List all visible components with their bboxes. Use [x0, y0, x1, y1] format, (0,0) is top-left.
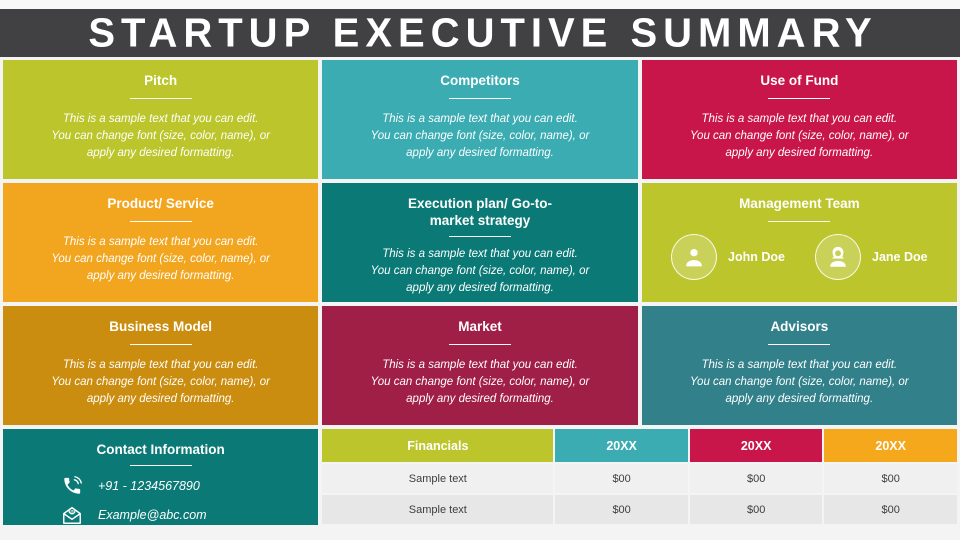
- page-title: STARTUP EXECUTIVE SUMMARY: [88, 10, 878, 55]
- card-body: This is a sample text that you can edit.…: [642, 111, 957, 163]
- body-line: This is a sample text that you can edit.: [701, 112, 898, 125]
- card-title: Advisors: [770, 319, 829, 334]
- body-line: You can change font (size, color, name),…: [690, 376, 909, 389]
- table-cell: $00: [824, 464, 957, 493]
- body-line: This is a sample text that you can edit.: [62, 358, 259, 371]
- card-advisors: Advisors This is a sample text that you …: [641, 306, 957, 425]
- team-members: John Doe Jane Doe: [642, 233, 957, 280]
- top-margin-strip: [0, 0, 960, 9]
- card-management-team: Management Team John Doe: [641, 183, 957, 302]
- body-line: apply any desired formatting.: [86, 147, 235, 160]
- body-line: This is a sample text that you can edit.: [382, 358, 578, 371]
- title-underline: [129, 97, 192, 99]
- title-underline: [448, 235, 511, 237]
- female-user-icon: [830, 246, 846, 267]
- table-cell: $00: [824, 495, 957, 524]
- email-icon: @: [63, 506, 81, 524]
- financials-header-cell: Financials: [322, 429, 554, 462]
- title-underline: [448, 97, 511, 99]
- phone-icon: [64, 475, 82, 494]
- email-address: Example@abc.com: [98, 507, 207, 522]
- title-underline: [129, 220, 192, 222]
- body-line: apply any desired formatting.: [725, 393, 874, 406]
- body-line: This is a sample text that you can edit.: [701, 358, 898, 371]
- table-cell: Sample text: [322, 464, 554, 493]
- card-product-service: Product/ Service This is a sample text t…: [3, 183, 319, 302]
- card-title: Use of Fund: [760, 73, 839, 88]
- card-title: Business Model: [109, 319, 213, 334]
- card-body: This is a sample text that you can edit.…: [642, 357, 957, 409]
- body-line: You can change font (size, color, name),…: [51, 253, 270, 266]
- body-line: This is a sample text that you can edit.: [62, 235, 259, 248]
- card-competitors: Competitors This is a sample text that y…: [322, 60, 638, 179]
- financials-table: Financials 20XX 20XX 20XX Sample text $0…: [322, 429, 957, 525]
- male-user-icon: [686, 248, 702, 267]
- title-underline: [129, 464, 192, 466]
- card-body: This is a sample text that you can edit.…: [3, 111, 318, 163]
- body-line: You can change font (size, color, name),…: [51, 376, 270, 389]
- table-cell: $00: [555, 464, 688, 493]
- contact-email-row: @ Example@abc.com: [61, 504, 318, 525]
- body-line: You can change font (size, color, name),…: [370, 265, 590, 277]
- avatar: [671, 233, 718, 280]
- card-body: This is a sample text that you can edit.…: [322, 246, 637, 298]
- card-body: This is a sample text that you can edit.…: [322, 111, 637, 163]
- card-title: Competitors: [440, 73, 520, 88]
- member-name: John Doe: [728, 249, 785, 264]
- body-line: This is a sample text that you can edit.: [382, 112, 578, 125]
- table-cell: $00: [555, 495, 688, 524]
- body-line: You can change font (size, color, name),…: [370, 376, 590, 389]
- card-title: Management Team: [739, 196, 860, 211]
- body-line: You can change font (size, color, name),…: [370, 130, 590, 143]
- body-line: apply any desired formatting.: [406, 282, 554, 295]
- card-use-of-fund: Use of Fund This is a sample text that y…: [641, 60, 957, 179]
- title-underline: [129, 343, 192, 345]
- title-underline: [768, 220, 831, 222]
- table-cell: $00: [689, 495, 823, 524]
- body-line: apply any desired formatting.: [406, 393, 554, 406]
- team-member: John Doe: [671, 233, 785, 280]
- phone-number: +91 - 1234567890: [98, 478, 200, 493]
- card-title: Contact Information: [96, 442, 225, 457]
- body-line: You can change font (size, color, name),…: [51, 130, 270, 143]
- card-body: This is a sample text that you can edit.…: [3, 234, 318, 286]
- card-business-model: Business Model This is a sample text tha…: [3, 306, 319, 425]
- title-underline: [448, 343, 511, 345]
- title-underline: [768, 97, 831, 99]
- body-line: apply any desired formatting.: [725, 147, 874, 160]
- card-title: Execution plan/ Go-to-market strategy: [407, 196, 552, 228]
- card-body: This is a sample text that you can edit.…: [3, 357, 318, 409]
- body-line: You can change font (size, color, name),…: [690, 130, 909, 143]
- member-name: Jane Doe: [872, 249, 928, 264]
- title-underline: [768, 343, 831, 345]
- body-line: This is a sample text that you can edit.: [382, 247, 578, 260]
- card-body: This is a sample text that you can edit.…: [322, 357, 637, 409]
- card-pitch: Pitch This is a sample text that you can…: [3, 60, 319, 179]
- svg-text:@: @: [70, 509, 75, 515]
- table-cell: $00: [689, 464, 823, 493]
- body-line: apply any desired formatting.: [86, 393, 235, 406]
- contact-phone-row: +91 - 1234567890: [61, 475, 318, 497]
- body-line: apply any desired formatting.: [406, 147, 554, 160]
- card-title: Product/ Service: [107, 196, 214, 211]
- summary-grid: Pitch This is a sample text that you can…: [3, 60, 957, 525]
- team-member: Jane Doe: [815, 233, 928, 280]
- title-bar: STARTUP EXECUTIVE SUMMARY: [0, 9, 960, 57]
- card-contact-information: Contact Information +91 - 1234567890 @ E…: [3, 429, 319, 525]
- financials-header-cell: 20XX: [555, 429, 688, 462]
- financials-header-cell: 20XX: [824, 429, 957, 462]
- card-execution-plan: Execution plan/ Go-to-market strategy Th…: [322, 183, 638, 302]
- body-line: This is a sample text that you can edit.: [62, 112, 259, 125]
- card-title: Pitch: [144, 73, 178, 88]
- body-line: apply any desired formatting.: [86, 270, 235, 283]
- card-market: Market This is a sample text that you ca…: [322, 306, 638, 425]
- card-title: Market: [458, 319, 502, 334]
- financials-header-cell: 20XX: [689, 429, 823, 462]
- avatar: [815, 233, 861, 280]
- table-cell: Sample text: [322, 495, 554, 524]
